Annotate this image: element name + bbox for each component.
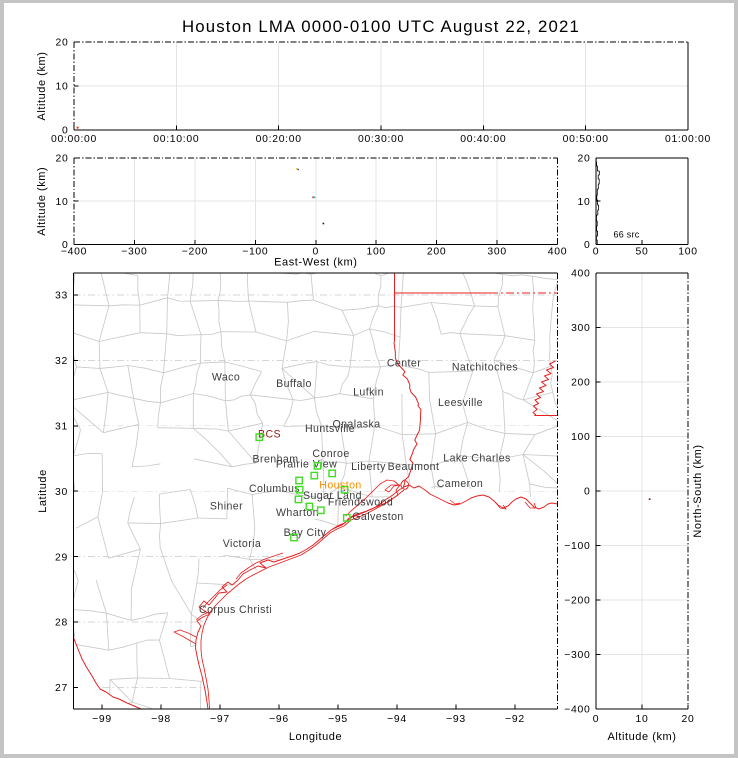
svg-text:North-South (km): North-South (km) — [692, 444, 704, 537]
svg-text:50: 50 — [636, 247, 649, 258]
svg-text:10: 10 — [636, 714, 649, 725]
svg-text:20: 20 — [578, 154, 591, 165]
svg-text:00:20:00: 00:20:00 — [256, 134, 302, 145]
svg-text:Leesville: Leesville — [438, 397, 483, 409]
svg-text:−96: −96 — [269, 714, 289, 725]
svg-text:66 src: 66 src — [614, 230, 640, 240]
svg-text:0: 0 — [584, 240, 590, 251]
svg-text:Lufkin: Lufkin — [353, 387, 384, 399]
svg-text:Altitude (km): Altitude (km) — [608, 731, 677, 743]
svg-text:300: 300 — [487, 247, 506, 258]
svg-text:East-West (km): East-West (km) — [274, 257, 357, 269]
svg-text:Corpus Christi: Corpus Christi — [199, 604, 272, 616]
svg-text:Bay City: Bay City — [284, 527, 327, 539]
svg-text:Altitude (km): Altitude (km) — [36, 167, 48, 236]
svg-text:Cameron: Cameron — [437, 478, 484, 490]
svg-text:BCS: BCS — [258, 429, 281, 441]
svg-text:0: 0 — [593, 247, 599, 258]
svg-text:−400: −400 — [61, 247, 87, 258]
svg-text:00:10:00: 00:10:00 — [153, 134, 199, 145]
svg-text:20: 20 — [56, 154, 69, 165]
svg-text:28: 28 — [55, 618, 68, 629]
svg-text:30: 30 — [55, 487, 68, 498]
svg-text:Shiner: Shiner — [210, 501, 243, 513]
svg-text:Natchitoches: Natchitoches — [452, 362, 518, 374]
svg-text:400: 400 — [571, 269, 590, 280]
svg-text:00:50:00: 00:50:00 — [563, 134, 609, 145]
svg-text:Beaumont: Beaumont — [388, 461, 440, 473]
svg-text:0: 0 — [62, 126, 68, 137]
svg-text:Columbus: Columbus — [249, 483, 300, 495]
svg-text:Houston LMA 0000-0100 UTC Augu: Houston LMA 0000-0100 UTC August 22, 202… — [182, 17, 580, 36]
svg-text:Longitude: Longitude — [289, 731, 342, 743]
svg-text:−92: −92 — [505, 714, 525, 725]
svg-text:0: 0 — [313, 247, 319, 258]
svg-text:−200: −200 — [182, 247, 208, 258]
svg-text:−100: −100 — [564, 541, 590, 552]
svg-text:−94: −94 — [387, 714, 407, 725]
svg-text:Buffalo: Buffalo — [276, 378, 312, 390]
svg-text:10: 10 — [56, 82, 69, 93]
svg-text:100: 100 — [366, 247, 385, 258]
svg-text:29: 29 — [55, 552, 68, 563]
svg-text:Victoria: Victoria — [223, 538, 262, 550]
svg-text:−93: −93 — [446, 714, 466, 725]
svg-text:0: 0 — [62, 240, 68, 251]
svg-text:−300: −300 — [564, 650, 590, 661]
svg-text:−100: −100 — [242, 247, 268, 258]
svg-text:Waco: Waco — [212, 372, 240, 384]
svg-text:−300: −300 — [121, 247, 147, 258]
svg-text:−97: −97 — [210, 714, 230, 725]
svg-text:300: 300 — [571, 323, 590, 334]
svg-text:00:30:00: 00:30:00 — [358, 134, 404, 145]
svg-text:Friendswood: Friendswood — [328, 497, 393, 509]
svg-text:Altitude (km): Altitude (km) — [36, 52, 48, 121]
svg-text:27: 27 — [55, 683, 68, 694]
svg-text:10: 10 — [56, 197, 69, 208]
svg-text:Conroe: Conroe — [312, 448, 349, 460]
svg-text:0: 0 — [593, 714, 599, 725]
svg-text:Houston: Houston — [319, 480, 361, 492]
svg-text:−200: −200 — [564, 596, 590, 607]
svg-text:200: 200 — [427, 247, 446, 258]
svg-text:33: 33 — [55, 291, 68, 302]
svg-text:20: 20 — [682, 714, 695, 725]
svg-text:−99: −99 — [92, 714, 112, 725]
svg-text:Liberty: Liberty — [351, 461, 386, 473]
svg-text:−95: −95 — [328, 714, 348, 725]
svg-text:Galveston: Galveston — [352, 511, 403, 523]
svg-text:00:00:00: 00:00:00 — [51, 134, 97, 145]
svg-text:00:40:00: 00:40:00 — [460, 134, 506, 145]
svg-text:Prairie View: Prairie View — [276, 459, 337, 471]
svg-text:100: 100 — [571, 432, 590, 443]
svg-text:0: 0 — [584, 487, 590, 498]
svg-text:400: 400 — [548, 247, 567, 258]
svg-text:−98: −98 — [151, 714, 171, 725]
svg-text:−400: −400 — [564, 705, 590, 716]
svg-text:Huntsville: Huntsville — [305, 423, 355, 435]
svg-text:31: 31 — [55, 422, 68, 433]
svg-text:32: 32 — [55, 356, 68, 367]
svg-text:Center: Center — [387, 358, 421, 370]
svg-text:200: 200 — [571, 378, 590, 389]
svg-text:Latitude: Latitude — [37, 469, 49, 513]
svg-text:100: 100 — [678, 247, 697, 258]
svg-text:Onalaska: Onalaska — [332, 419, 380, 431]
svg-text:20: 20 — [56, 38, 69, 49]
svg-text:Lake Charles: Lake Charles — [443, 453, 510, 465]
svg-text:01:00:00: 01:00:00 — [665, 134, 711, 145]
svg-text:Brenham: Brenham — [253, 454, 299, 466]
svg-text:10: 10 — [578, 197, 591, 208]
